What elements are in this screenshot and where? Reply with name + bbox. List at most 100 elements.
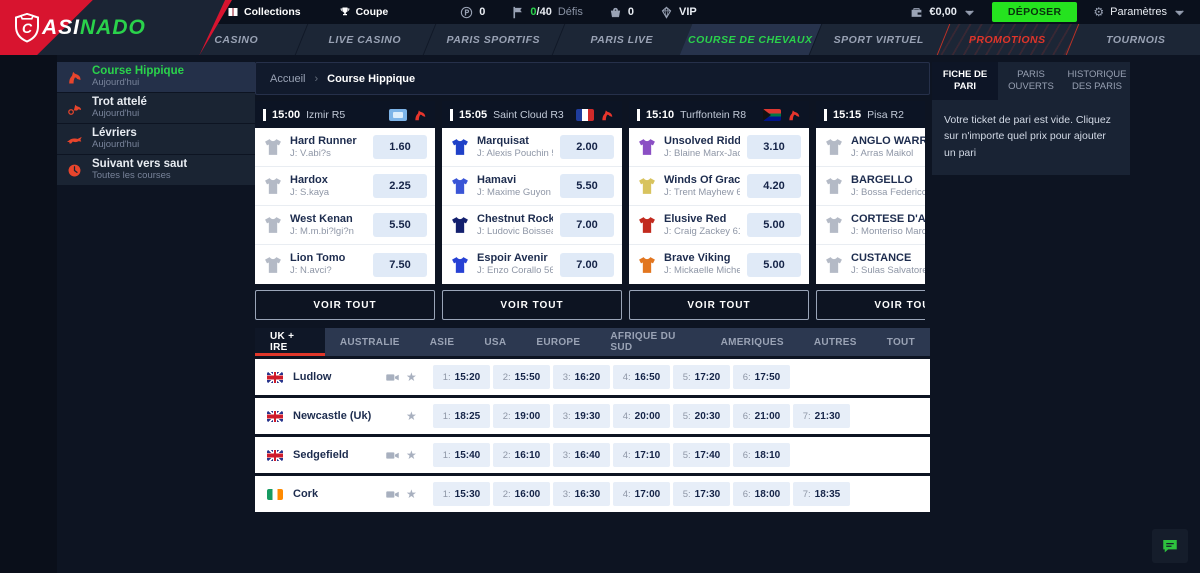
bet-slip-tab-fiche-de-pari[interactable]: FICHE DE PARI xyxy=(932,62,998,100)
collections-button[interactable]: Collections xyxy=(215,4,313,21)
race-time-chip[interactable]: 5: 17:20 xyxy=(673,365,730,389)
stream-camera-icon[interactable] xyxy=(385,487,400,502)
country-flag xyxy=(267,410,283,422)
region-tab-australie[interactable]: AUSTRALIE xyxy=(339,336,400,348)
sidebar-item-trot-attel[interactable]: Trot attelé Aujourd'hui xyxy=(57,93,255,123)
sidebar-item-suivant-vers-saut[interactable]: Suivant vers saut Toutes les courses xyxy=(57,155,255,185)
vip-button[interactable]: VIP xyxy=(660,6,697,19)
region-tab-tout[interactable]: TOUT xyxy=(886,336,915,348)
race-time-chip[interactable]: 1: 15:30 xyxy=(433,482,490,506)
odds-button[interactable]: 4.20 xyxy=(747,174,801,198)
basket-counter[interactable]: 0 xyxy=(609,6,634,19)
wallet-dropdown[interactable]: €0,00 xyxy=(910,6,976,19)
odds-button[interactable]: 7.00 xyxy=(560,213,614,237)
challenges-total: /40 xyxy=(536,6,552,18)
race-time-chip[interactable]: 1: 15:40 xyxy=(433,443,490,467)
deposit-button[interactable]: DÉPOSER xyxy=(991,2,1078,22)
odds-button[interactable]: 2.25 xyxy=(373,174,427,198)
race-card-header[interactable]: 15:15 Pisa R2 xyxy=(816,101,925,128)
nav-item-tournois[interactable]: TOURNOIS xyxy=(1072,24,1200,55)
bet-slip-empty-message: Votre ticket de pari est vide. Cliquez s… xyxy=(932,100,1130,175)
bet-slip-tab-historique-des-paris[interactable]: HISTORIQUE DES PARIS xyxy=(1064,62,1130,100)
live-chat-button[interactable] xyxy=(1152,529,1188,563)
meeting-row-ludlow[interactable]: Ludlow ★ 1: 15:20 2: 15:50 3: 16:20 4: 1… xyxy=(255,359,930,395)
race-time-chip[interactable]: 2: 19:00 xyxy=(493,404,550,428)
points-counter[interactable]: 0 xyxy=(460,6,485,19)
brand-logo[interactable]: C ASINADO xyxy=(0,0,232,55)
race-start-time: 21:30 xyxy=(814,410,841,422)
odds-button[interactable]: 5.00 xyxy=(747,252,801,277)
region-tab-afrique-du-sud[interactable]: AFRIQUE DU SUD xyxy=(610,331,676,353)
nav-item-course-de-chevaux[interactable]: COURSE DE CHEVAUX xyxy=(679,24,821,55)
race-time-chip[interactable]: 4: 16:50 xyxy=(613,365,670,389)
race-time-chip[interactable]: 6: 17:50 xyxy=(733,365,790,389)
stream-camera-icon[interactable] xyxy=(385,370,400,385)
region-tab-autres[interactable]: AUTRES xyxy=(813,336,857,348)
race-card-header[interactable]: 15:10 Turffontein R8 xyxy=(629,101,809,128)
favorite-star-icon[interactable]: ★ xyxy=(406,448,417,462)
race-time-chip[interactable]: 6: 18:00 xyxy=(733,482,790,506)
breadcrumb-home-link[interactable]: Accueil xyxy=(270,72,306,85)
odds-button[interactable]: 3.10 xyxy=(747,135,801,159)
race-time-chip[interactable]: 1: 18:25 xyxy=(433,404,490,428)
race-time-chip[interactable]: 7: 18:35 xyxy=(793,482,850,506)
race-time-chip[interactable]: 4: 17:00 xyxy=(613,482,670,506)
view-all-button[interactable]: VOIR TOUT xyxy=(816,290,925,320)
region-tab-usa[interactable]: USA xyxy=(484,336,507,348)
nav-item-casino[interactable]: CASINO xyxy=(172,24,301,55)
race-time-chip[interactable]: 3: 16:30 xyxy=(553,482,610,506)
nav-item-promotions[interactable]: PROMOTIONS xyxy=(936,24,1078,55)
view-all-button[interactable]: VOIR TOUT xyxy=(255,290,435,320)
odds-button[interactable]: 7.00 xyxy=(560,252,614,277)
view-all-button[interactable]: VOIR TOUT xyxy=(629,290,809,320)
stream-camera-icon[interactable] xyxy=(385,448,400,463)
odds-button[interactable]: 5.50 xyxy=(560,174,614,198)
favorite-star-icon[interactable]: ★ xyxy=(406,487,417,501)
race-time-chip[interactable]: 2: 16:10 xyxy=(493,443,550,467)
race-start-time: 18:25 xyxy=(454,410,481,422)
race-card-header[interactable]: 15:05 Saint Cloud R3 xyxy=(442,101,622,128)
nav-item-paris-live[interactable]: PARIS LIVE xyxy=(558,24,687,55)
race-time-chip[interactable]: 2: 16:00 xyxy=(493,482,550,506)
race-time-chip[interactable]: 4: 17:10 xyxy=(613,443,670,467)
meeting-row-cork[interactable]: Cork ★ 1: 15:30 2: 16:00 3: 16:30 4: 17:… xyxy=(255,476,930,512)
odds-button[interactable]: 7.50 xyxy=(373,252,427,277)
challenges-counter[interactable]: 0/40 Défis xyxy=(511,6,583,19)
bet-slip-tab-paris-ouverts[interactable]: PARIS OUVERTS xyxy=(998,62,1064,100)
favorite-star-icon[interactable]: ★ xyxy=(406,409,417,423)
region-tab-ameriques[interactable]: AMERIQUES xyxy=(720,336,784,348)
region-tab-europe[interactable]: EUROPE xyxy=(536,336,581,348)
race-time-chip[interactable]: 3: 19:30 xyxy=(553,404,610,428)
odds-button[interactable]: 2.00 xyxy=(560,135,614,159)
race-time-chip[interactable]: 5: 20:30 xyxy=(673,404,730,428)
race-time-chip[interactable]: 5: 17:30 xyxy=(673,482,730,506)
region-tab-uk-ire[interactable]: UK + IRE xyxy=(255,328,325,356)
race-time-chip[interactable]: 1: 15:20 xyxy=(433,365,490,389)
region-tab-asie[interactable]: ASIE xyxy=(429,336,455,348)
race-time-chip[interactable]: 3: 16:40 xyxy=(553,443,610,467)
race-card-header[interactable]: 15:00 Izmir R5 xyxy=(255,101,435,128)
odds-button[interactable]: 5.00 xyxy=(747,213,801,237)
sidebar-item-l-vriers[interactable]: Lévriers Aujourd'hui xyxy=(57,124,255,154)
meeting-row-newcastle-uk[interactable]: Newcastle (Uk) ★ 1: 18:25 2: 19:00 3: 19… xyxy=(255,398,930,434)
settings-dropdown[interactable]: ⚙ Paramètres xyxy=(1093,5,1186,19)
race-card: 15:15 Pisa R2 ANGLO WARRIOR J: Arras Mai… xyxy=(816,101,925,320)
race-time-chip[interactable]: 5: 17:40 xyxy=(673,443,730,467)
cup-button[interactable]: Coupe xyxy=(327,4,401,21)
wallet-icon xyxy=(910,6,923,19)
race-time-chip[interactable]: 4: 20:00 xyxy=(613,404,670,428)
favorite-star-icon[interactable]: ★ xyxy=(406,370,417,384)
nav-item-paris-sportifs[interactable]: PARIS SPORTIFS xyxy=(429,24,558,55)
nav-item-sport-virtuel[interactable]: SPORT VIRTUEL xyxy=(815,24,944,55)
race-time-chip[interactable]: 2: 15:50 xyxy=(493,365,550,389)
nav-item-live-casino[interactable]: LIVE CASINO xyxy=(301,24,430,55)
meeting-row-sedgefield[interactable]: Sedgefield ★ 1: 15:40 2: 16:10 3: 16:40 … xyxy=(255,437,930,473)
odds-button[interactable]: 1.60 xyxy=(373,135,427,159)
race-time-chip[interactable]: 3: 16:20 xyxy=(553,365,610,389)
race-time-chip[interactable]: 6: 21:00 xyxy=(733,404,790,428)
view-all-button[interactable]: VOIR TOUT xyxy=(442,290,622,320)
odds-button[interactable]: 5.50 xyxy=(373,213,427,237)
sidebar-item-course-hippique[interactable]: Course Hippique Aujourd'hui xyxy=(57,62,255,92)
race-time-chip[interactable]: 7: 21:30 xyxy=(793,404,850,428)
race-time-chip[interactable]: 6: 18:10 xyxy=(733,443,790,467)
